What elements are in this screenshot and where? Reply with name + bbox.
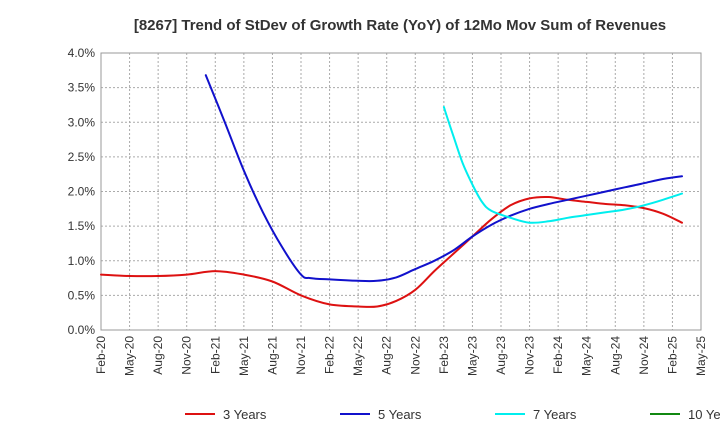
x-tick-label: Aug-20 <box>151 336 165 375</box>
x-tick-label: Feb-21 <box>208 336 222 374</box>
y-tick-label: 3.0% <box>68 115 96 129</box>
x-tick-label: Feb-22 <box>323 336 337 374</box>
x-tick-label: Nov-22 <box>408 336 422 375</box>
x-tick-label: Aug-22 <box>380 336 394 375</box>
x-tick-label: May-25 <box>694 336 708 376</box>
y-tick-label: 4.0% <box>68 46 96 60</box>
y-tick-label: 2.5% <box>68 150 96 164</box>
y-tick-label: 0.0% <box>68 323 96 337</box>
series-line-3-years <box>100 195 683 308</box>
x-tick-label: Aug-23 <box>494 336 508 375</box>
series-line-7-years <box>442 106 683 224</box>
y-tick-label: 3.5% <box>68 81 96 95</box>
x-tick-label: May-22 <box>351 336 365 376</box>
y-tick-label: 0.5% <box>68 288 96 302</box>
x-tick-label: Feb-24 <box>551 336 565 374</box>
legend: 3 Years 5 Years 7 Years 10 Years <box>185 407 720 422</box>
x-axis: Feb-20 May-20 Aug-20 Nov-20 Feb-21 May-21 Aug-… <box>94 336 708 376</box>
x-tick-label: Nov-21 <box>294 336 308 375</box>
y-tick-label: 2.0% <box>68 185 96 199</box>
x-tick-label: Feb-20 <box>94 336 108 374</box>
legend-label-10-years: 10 Years <box>688 407 720 422</box>
plot-area-frame <box>100 52 702 331</box>
legend-label-3-years: 3 Years <box>223 407 267 422</box>
x-tick-label: Nov-20 <box>180 336 194 375</box>
chart-title: [8267] Trend of StDev of Growth Rate (Yo… <box>134 17 666 34</box>
series-lines <box>100 74 683 308</box>
y-axis: 0.0% 0.5% 1.0% 1.5% 2.0% 2.5% 3.0% 3.5% 4.0% <box>68 46 96 337</box>
x-tick-label: Feb-23 <box>437 336 451 374</box>
series-line-5-years <box>204 74 683 283</box>
x-tick-label: Feb-25 <box>665 336 679 374</box>
y-tick-label: 1.0% <box>68 254 96 268</box>
x-tick-label: May-23 <box>465 336 479 376</box>
legend-label-7-years: 7 Years <box>533 407 577 422</box>
x-tick-label: Aug-24 <box>608 336 622 375</box>
x-tick-label: May-24 <box>580 336 594 376</box>
x-tick-label: Nov-23 <box>523 336 537 375</box>
x-tick-label: Aug-21 <box>265 336 279 375</box>
y-tick-label: 1.5% <box>68 219 96 233</box>
x-tick-label: May-20 <box>123 336 137 376</box>
legend-label-5-years: 5 Years <box>378 407 422 422</box>
x-tick-label: Nov-24 <box>637 336 651 375</box>
x-tick-label: May-21 <box>237 336 251 376</box>
